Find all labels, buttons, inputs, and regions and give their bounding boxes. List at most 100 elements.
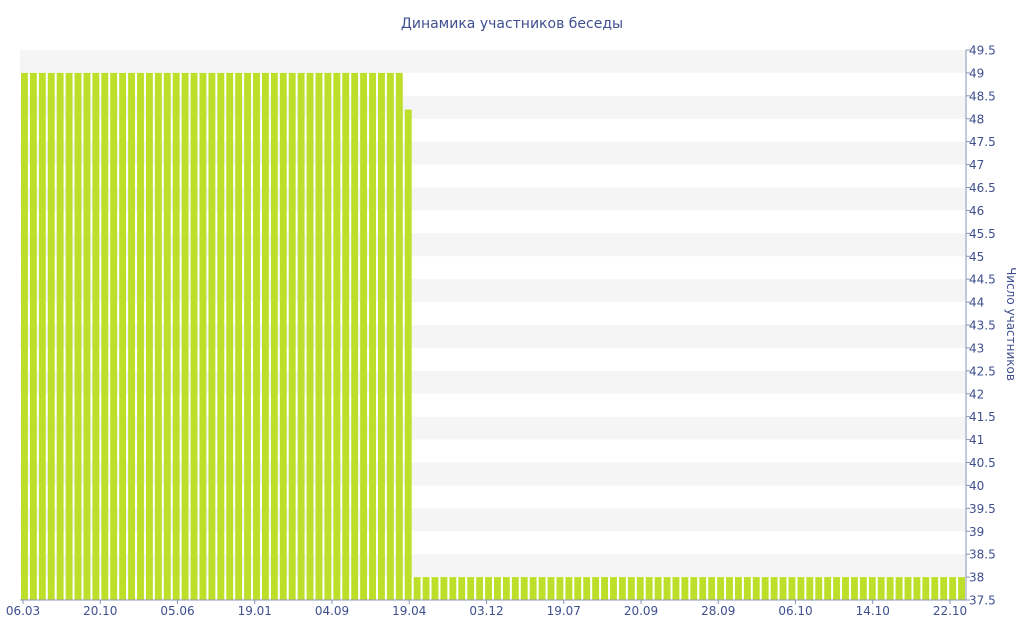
bar [306, 72, 314, 601]
bar [181, 72, 189, 601]
x-tick-label: 28.09 [701, 604, 735, 618]
bar [681, 577, 689, 600]
bar [110, 72, 118, 601]
bar [806, 577, 814, 600]
bar [65, 72, 73, 601]
y-axis: 37.5 38 38.5 39 39.5 40 40.5 41 41.5 42 42.5 43 43.5… [965, 44, 996, 608]
bar [895, 577, 903, 600]
bar [377, 72, 385, 601]
x-tick-label: 22.10 [933, 604, 967, 618]
bar [476, 577, 484, 600]
bar [386, 72, 394, 601]
bar [547, 577, 555, 600]
y-tick-label: 37.5 [969, 594, 996, 608]
x-tick-label: 19.01 [238, 604, 272, 618]
y-tick-label: 41.5 [969, 410, 996, 424]
y-axis-label: Число участников [1004, 267, 1018, 381]
bar [440, 577, 448, 600]
y-tick-label: 43.5 [969, 319, 996, 333]
bar [850, 577, 858, 600]
bar [208, 72, 216, 601]
bar [556, 577, 564, 600]
bar [270, 72, 278, 601]
y-tick-label: 44 [969, 296, 984, 310]
bar [788, 577, 796, 600]
y-tick-label: 38 [969, 571, 984, 585]
bar [279, 72, 287, 601]
bar [128, 72, 136, 601]
bar [145, 72, 153, 601]
bar [565, 577, 573, 600]
bar [342, 72, 350, 601]
grid-band [20, 462, 966, 486]
bar [253, 72, 260, 601]
bar [315, 72, 323, 601]
bar [431, 577, 439, 600]
bar [485, 577, 492, 600]
bars [21, 72, 965, 601]
bar [734, 577, 742, 600]
y-tick-label: 49.5 [969, 44, 996, 58]
y-tick-label: 48 [969, 112, 984, 126]
bar [449, 577, 457, 600]
bar [618, 577, 626, 600]
grid-band [20, 416, 966, 440]
bar [752, 577, 760, 600]
grid-band [20, 95, 966, 119]
bar [29, 72, 37, 601]
bar [592, 577, 600, 600]
bar [119, 72, 127, 601]
grid-band [20, 279, 966, 303]
bar [324, 72, 332, 601]
y-tick-label: 41 [969, 433, 984, 447]
bar [761, 577, 769, 600]
bar [922, 577, 930, 600]
bar [699, 577, 707, 600]
bar [422, 577, 430, 600]
bar [92, 72, 100, 601]
bar [333, 72, 341, 601]
bar [904, 577, 912, 600]
bar [529, 577, 537, 600]
y-tick-label: 38.5 [969, 548, 996, 562]
bar [583, 577, 591, 600]
bar [413, 577, 421, 600]
y-tick-label: 44.5 [969, 273, 996, 287]
bar [868, 577, 876, 600]
bar [690, 577, 698, 600]
y-tick-label: 45.5 [969, 227, 996, 241]
y-tick-label: 40.5 [969, 456, 996, 470]
grid-band [20, 233, 966, 257]
bar [627, 577, 635, 600]
y-tick-label: 47.5 [969, 135, 996, 149]
bar [404, 109, 412, 600]
y-tick-label: 46.5 [969, 181, 996, 195]
x-tick-label: 03.12 [469, 604, 503, 618]
chart-title: Динамика участников беседы [401, 16, 623, 32]
bar [931, 577, 939, 600]
bar [717, 577, 725, 600]
bar [610, 577, 617, 600]
bar [137, 72, 144, 601]
bar [101, 72, 109, 601]
bar [574, 577, 582, 600]
y-tick-label: 48.5 [969, 89, 996, 103]
grid-band [20, 141, 966, 165]
bar [815, 577, 823, 600]
grid-band [20, 370, 966, 394]
bar [520, 577, 528, 600]
bar [360, 72, 368, 601]
y-tick-label: 43 [969, 341, 984, 355]
bar [958, 577, 965, 600]
bar [708, 577, 716, 600]
bar [726, 577, 733, 600]
bar [940, 577, 948, 600]
bar [511, 577, 519, 600]
bar [663, 577, 671, 600]
bar [56, 72, 64, 601]
x-axis: 06.03 20.10 05.06 19.01 04.09 19.04 03.12 19.07… [6, 599, 967, 618]
bar [458, 577, 466, 600]
x-tick-label: 20.10 [83, 604, 117, 618]
y-tick-label: 45 [969, 250, 984, 264]
